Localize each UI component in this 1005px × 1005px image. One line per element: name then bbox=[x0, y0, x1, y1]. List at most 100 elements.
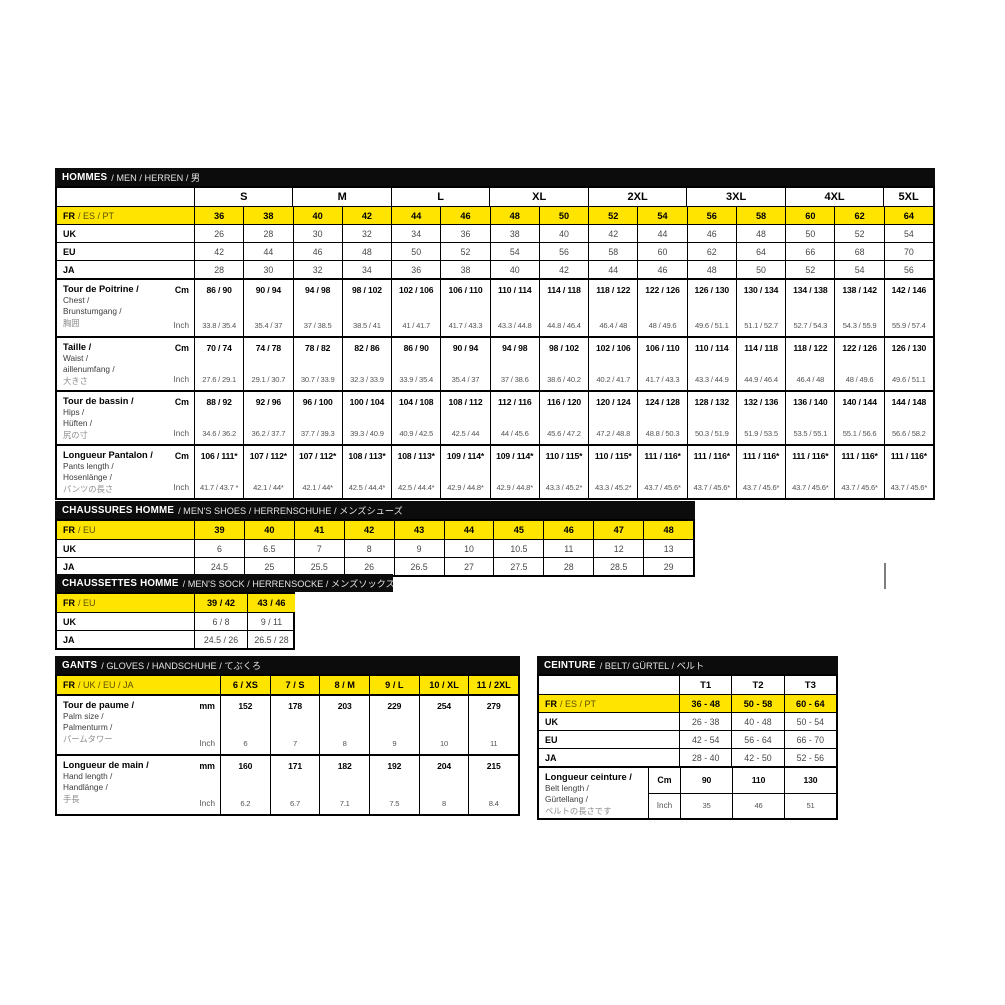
shoes-uk-row: UK 6 6.5 7 8 9 10 10.5 11 12 13 bbox=[57, 539, 693, 557]
inch-value: 8.4 bbox=[488, 799, 499, 808]
label-line: Waist / bbox=[63, 353, 89, 363]
measure-label-lines: Tour de bassin / Hips / Hüften / 尻の寸 bbox=[57, 392, 160, 444]
cm-value: 109 / 114* bbox=[446, 451, 485, 461]
measure-value-cell: 203 8 bbox=[319, 696, 369, 754]
row-label-cell: EU bbox=[539, 731, 679, 748]
cm-value: 107 / 112* bbox=[299, 451, 337, 461]
label-line: 大きさ bbox=[63, 376, 88, 386]
measure-label-cell: Taille / Waist / aillenumfang / 大きさ Cm Inch bbox=[57, 338, 194, 390]
measure-value-cell: 107 / 112* 42.1 / 44* bbox=[243, 446, 292, 498]
measure-label-lines: Tour de paume / Palm size / Palmenturm / パー… bbox=[57, 696, 186, 754]
inch-value: 51.9 / 53.5 bbox=[744, 429, 778, 438]
cm-value: 102 / 106 bbox=[398, 285, 434, 295]
cm-value: 90 / 94 bbox=[255, 285, 282, 295]
cm-value: 134 / 138 bbox=[793, 285, 828, 295]
socks-size-table: CHAUSSETTES HOMME / MEN'S SOCK / HERRENS… bbox=[55, 574, 393, 650]
unit-label: Inch bbox=[656, 801, 673, 811]
cm-value: 110 / 115* bbox=[545, 451, 583, 461]
cm-value: 108 / 112 bbox=[448, 397, 483, 407]
unit-column: mm Inch bbox=[186, 756, 220, 814]
measure-value-cell: 138 / 142 54.3 / 55.9 bbox=[834, 280, 883, 336]
belt-ja-value: 52 - 56 bbox=[783, 749, 836, 766]
cm-value: 128 / 132 bbox=[694, 397, 730, 407]
cm-value: 111 / 116* bbox=[742, 451, 780, 461]
belt-length-value-cell: 110 bbox=[732, 768, 784, 793]
unit-column: Cm Inch bbox=[160, 392, 194, 444]
row-label-strong: FR bbox=[63, 210, 75, 221]
belt-length-label-lines: Longueur ceinture / Belt length / Gürtella… bbox=[539, 768, 648, 818]
ja-value: 46 bbox=[637, 261, 686, 278]
inch-value: 54.3 / 55.9 bbox=[842, 321, 877, 330]
uk-value: 50 bbox=[785, 225, 834, 242]
cm-value: 110 bbox=[751, 775, 766, 786]
measure-value-cell: 109 / 114* 42.9 / 44.8* bbox=[440, 446, 489, 498]
inch-value: 40.9 / 42.5 bbox=[399, 429, 434, 438]
measure-value-cell: 106 / 110 41.7 / 43.3 bbox=[637, 338, 686, 390]
measure-value-cell: 78 / 82 30.7 / 33.9 bbox=[292, 338, 342, 390]
ja-value: 36 bbox=[391, 261, 440, 278]
measure-label-cell: Tour de bassin / Hips / Hüften / 尻の寸 Cm Inch bbox=[57, 392, 194, 444]
unit-top-label: Cm bbox=[174, 343, 189, 353]
measure-value-cell: 122 / 126 48 / 49.6 bbox=[834, 338, 883, 390]
inch-value: 43.7 / 45.6* bbox=[742, 483, 780, 492]
uk-value: 28 bbox=[243, 225, 292, 242]
row-label-rest: / UK / EU / JA bbox=[78, 680, 134, 690]
unit-top-label: mm bbox=[199, 701, 215, 711]
belt-fr-row: FR / ES / PT 36 - 48 50 - 58 60 - 64 bbox=[539, 694, 836, 712]
inch-value: 11 bbox=[489, 739, 498, 748]
label-line: Hips / bbox=[63, 407, 85, 417]
belt-uk-value: 26 - 38 bbox=[679, 713, 731, 730]
belt-ja-row: JA 28 - 40 42 - 50 52 - 56 bbox=[539, 748, 836, 766]
fr-size-value: 38 bbox=[243, 207, 293, 224]
row-label: JA bbox=[545, 752, 557, 763]
row-label-strong: FR bbox=[63, 680, 75, 690]
chest-row: Tour de Poitrine / Chest / Brunstumgang / 胸… bbox=[57, 278, 933, 336]
inch-value: 43.7 / 45.6* bbox=[693, 483, 731, 492]
row-label: EU bbox=[545, 734, 558, 745]
inch-value: 6 bbox=[243, 739, 248, 748]
belt-fr-value: 50 - 58 bbox=[731, 695, 784, 712]
inch-value: 46.4 / 48 bbox=[599, 321, 628, 330]
shoes-fr-value: 44 bbox=[443, 521, 494, 539]
row-label: UK bbox=[63, 616, 76, 627]
shoes-fr-value: 40 bbox=[243, 521, 294, 539]
unit-bottom-label: Inch bbox=[173, 429, 189, 438]
cm-value: 204 bbox=[437, 761, 451, 771]
shoes-uk-value: 6.5 bbox=[243, 540, 294, 557]
measure-value-cell: 171 6.7 bbox=[269, 756, 320, 814]
ja-value: 48 bbox=[686, 261, 736, 278]
unit-bottom-label: Inch bbox=[173, 321, 189, 330]
unit-top-label: Cm bbox=[174, 397, 189, 407]
belt-length-value-cell: 35 bbox=[680, 793, 732, 818]
shoes-size-table: CHAUSSURES HOMME / MEN'S SHOES / HERRENS… bbox=[55, 501, 695, 577]
inch-value: 35.4 / 37 bbox=[451, 375, 480, 384]
waist-row: Taille / Waist / aillenumfang / 大きさ Cm Inch 70… bbox=[57, 336, 933, 390]
hips-row: Tour de bassin / Hips / Hüften / 尻の寸 Cm Inch 8… bbox=[57, 390, 933, 444]
inch-value: 42.9 / 44.8* bbox=[447, 483, 484, 492]
gloves-size-value: 9 / L bbox=[369, 676, 419, 694]
belt-uk-value: 50 - 54 bbox=[783, 713, 836, 730]
eu-value: 58 bbox=[588, 243, 637, 260]
label-line: Palmenturm / bbox=[63, 722, 113, 732]
size-group-xl: XL bbox=[489, 188, 587, 206]
eu-value: 48 bbox=[341, 243, 391, 260]
belt-eu-value: 66 - 70 bbox=[783, 731, 836, 748]
row-label-rest: / EU bbox=[78, 525, 96, 535]
row-label-cell: UK bbox=[57, 540, 194, 557]
cm-value: 94 / 98 bbox=[305, 285, 331, 295]
belt-fr-value: 60 - 64 bbox=[783, 695, 836, 712]
cm-value: 94 / 98 bbox=[502, 343, 528, 353]
inch-value: 9 bbox=[392, 739, 397, 748]
gloves-size-value: 7 / S bbox=[269, 676, 320, 694]
inch-value: 56.6 / 58.2 bbox=[892, 429, 926, 438]
cm-value: 111 / 116* bbox=[792, 451, 829, 461]
eu-value: 64 bbox=[735, 243, 785, 260]
cm-value: 112 / 116 bbox=[497, 397, 532, 407]
shoes-fr-value: 39 bbox=[194, 521, 244, 539]
in-value: 46 bbox=[754, 801, 763, 811]
measure-value-cell: 111 / 116* 43.7 / 45.6* bbox=[834, 446, 883, 498]
inch-value: 33.8 / 35.4 bbox=[202, 321, 236, 330]
label-line: Pants length / bbox=[63, 461, 114, 471]
cm-value: 254 bbox=[437, 701, 451, 711]
